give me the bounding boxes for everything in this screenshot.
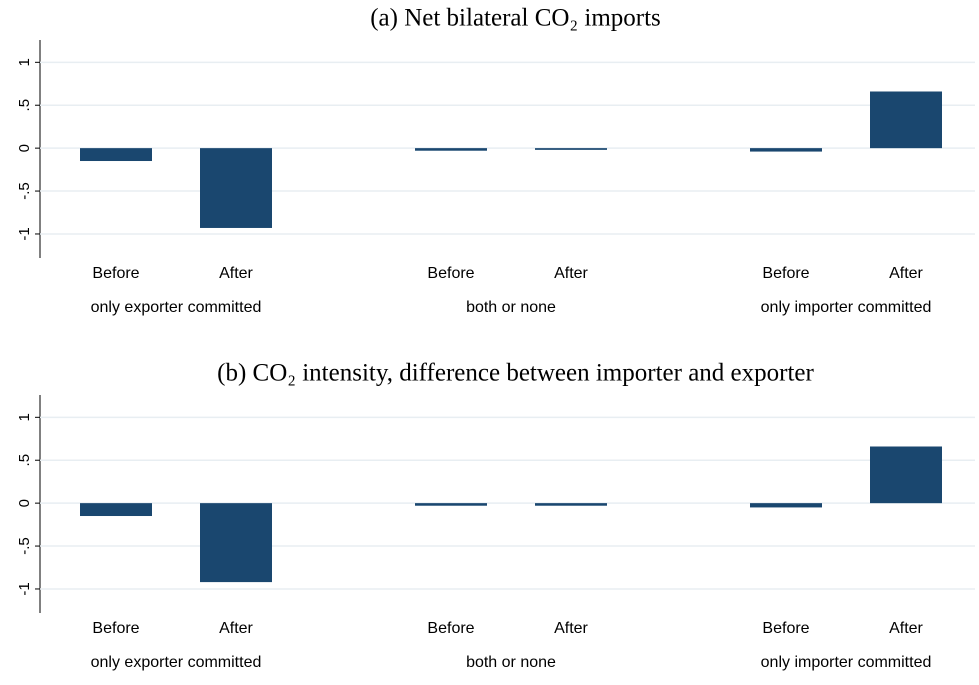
y-tick-label: .5	[16, 454, 33, 467]
bar	[535, 503, 607, 506]
bar	[750, 503, 822, 508]
group-label: both or none	[466, 654, 556, 671]
y-tick-label: 1	[16, 58, 33, 66]
bar	[80, 148, 152, 162]
group-label: only exporter committed	[91, 299, 262, 316]
y-tick-label: 0	[16, 144, 33, 152]
bar	[750, 148, 822, 152]
group-label: only exporter committed	[91, 654, 262, 671]
x-tick-label: Before	[92, 620, 139, 637]
y-tick-label: 0	[16, 499, 33, 507]
x-tick-label: Before	[92, 265, 139, 282]
y-tick-label: -.5	[16, 537, 33, 555]
bar	[80, 503, 152, 517]
bar	[870, 446, 942, 504]
x-tick-label: After	[219, 265, 253, 282]
bar	[870, 91, 942, 149]
bar	[200, 148, 272, 228]
x-tick-label: After	[554, 620, 588, 637]
x-tick-label: After	[554, 265, 588, 282]
x-tick-label: After	[889, 620, 923, 637]
bar	[415, 148, 487, 151]
y-tick-label: -1	[16, 582, 33, 595]
x-tick-label: Before	[762, 620, 809, 637]
y-tick-label: .5	[16, 99, 33, 112]
bar	[415, 503, 487, 506]
group-label: only importer committed	[761, 299, 932, 316]
group-label: both or none	[466, 299, 556, 316]
y-tick-label: 1	[16, 413, 33, 421]
chart-title: (a) Net bilateral CO₂ imports	[370, 5, 661, 32]
x-tick-label: Before	[762, 265, 809, 282]
x-tick-label: After	[219, 620, 253, 637]
x-tick-label: Before	[427, 620, 474, 637]
x-tick-label: After	[889, 265, 923, 282]
bar	[535, 148, 607, 150]
x-tick-label: Before	[427, 265, 474, 282]
chart-title: (b) CO₂ intensity, difference between im…	[217, 360, 814, 387]
y-tick-label: -.5	[16, 182, 33, 200]
bar	[200, 503, 272, 583]
y-tick-label: -1	[16, 227, 33, 240]
group-label: only importer committed	[761, 654, 932, 671]
